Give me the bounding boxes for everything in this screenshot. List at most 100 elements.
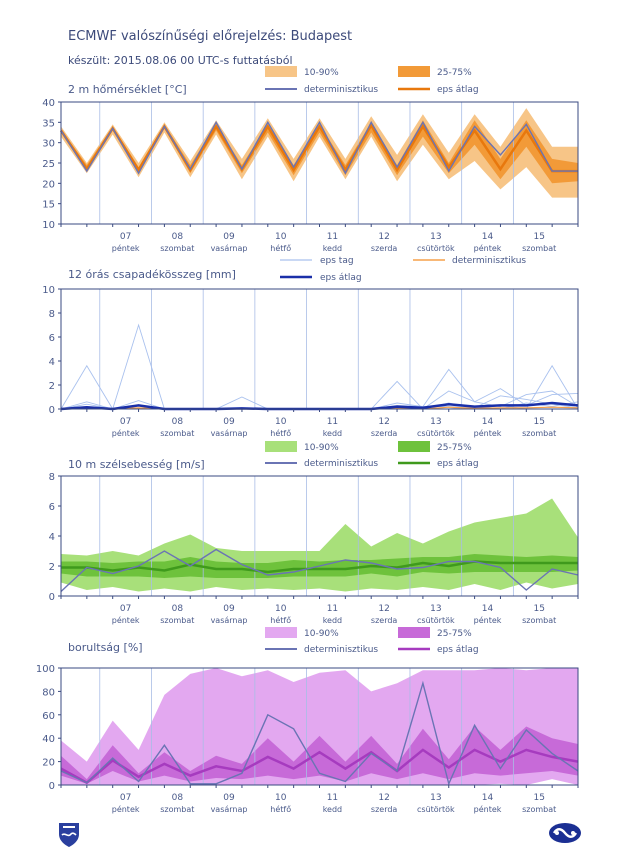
band-10-90 [61, 668, 578, 785]
x-day-name: szombat [522, 244, 556, 253]
legend-dark-swatch [398, 441, 430, 452]
y-tick-label: 0 [49, 781, 55, 792]
x-day-number: 07 [120, 604, 131, 614]
y-tick-label: 10 [42, 220, 55, 231]
eps-member-line-2 [60, 368, 579, 410]
x-day-number: 13 [430, 232, 441, 242]
x-day-name: szombat [522, 805, 556, 814]
y-tick-label: 2 [49, 562, 55, 573]
legend-light-label: 10-90% [304, 443, 339, 453]
x-day-number: 10 [275, 417, 287, 427]
legend-det-label: determinisztikus [452, 256, 526, 266]
x-day-name: vasárnap [211, 805, 248, 814]
x-day-number: 10 [275, 604, 287, 614]
y-tick-label: 20 [42, 179, 55, 190]
x-day-number: 11 [327, 417, 338, 427]
y-tick-label: 25 [42, 159, 55, 170]
x-day-number: 09 [223, 417, 235, 427]
deterministic-line [60, 120, 578, 175]
x-day-name: csütörtök [417, 805, 455, 814]
x-day-name: szombat [160, 805, 194, 814]
x-day-name: szombat [522, 616, 556, 625]
eps-mean-line [59, 122, 578, 173]
x-day-number: 11 [327, 604, 338, 614]
x-day-name: péntek [112, 615, 140, 625]
x-day-name: vasárnap [211, 244, 248, 253]
x-day-name: péntek [474, 243, 502, 253]
x-day-number: 15 [533, 417, 544, 427]
x-day-name: szombat [160, 429, 194, 438]
x-day-name: hétfő [270, 804, 291, 814]
x-day-number: 08 [172, 232, 184, 242]
band-10-90 [61, 108, 578, 198]
y-tick-label: 80 [42, 687, 55, 698]
x-day-number: 07 [120, 232, 131, 242]
legend-det-label: determinisztikus [304, 85, 378, 95]
y-tick-label: 8 [49, 309, 55, 320]
y-tick-label: 4 [49, 357, 55, 368]
x-day-name: csütörtök [417, 244, 455, 253]
x-day-number: 07 [120, 417, 131, 427]
legend-dark-swatch [398, 66, 430, 77]
y-tick-label: 15 [42, 200, 55, 211]
legend-light-label: 10-90% [304, 68, 339, 78]
x-day-name: kedd [323, 616, 342, 625]
x-day-name: péntek [474, 615, 502, 625]
y-tick-label: 4 [49, 532, 55, 543]
x-day-number: 10 [275, 232, 287, 242]
panel-1-title: 12 órás csapadékösszeg [mm] [68, 268, 236, 281]
x-day-name: hétfő [270, 428, 291, 438]
page-subtitle: készült: 2015.08.06 00 UTC-s futtatásból [68, 54, 293, 67]
eps-member-line-0 [60, 364, 579, 410]
x-day-number: 09 [223, 604, 235, 614]
y-tick-label: 6 [49, 333, 55, 344]
x-day-number: 14 [482, 417, 494, 427]
x-day-name: péntek [112, 243, 140, 253]
x-day-number: 08 [172, 604, 184, 614]
y-tick-label: 35 [42, 118, 55, 129]
x-day-number: 12 [378, 604, 389, 614]
x-day-number: 12 [378, 232, 389, 242]
x-day-number: 15 [533, 232, 544, 242]
x-day-name: péntek [474, 428, 502, 438]
plot-frame [60, 288, 579, 410]
x-day-number: 11 [327, 793, 338, 803]
y-tick-label: 0 [49, 405, 55, 416]
x-day-number: 13 [430, 604, 441, 614]
legend-det-label: determinisztikus [304, 645, 378, 655]
x-day-name: kedd [323, 244, 342, 253]
ecmwf-logo [549, 823, 581, 843]
y-tick-label: 40 [42, 98, 55, 109]
y-tick-label: 0 [49, 592, 55, 603]
y-tick-label: 20 [42, 758, 55, 769]
y-tick-label: 30 [42, 139, 55, 150]
x-day-name: szerda [371, 616, 398, 625]
legend-mean-label: eps átlag [437, 645, 479, 655]
x-day-name: hétfő [270, 243, 291, 253]
panel-0-title: 2 m hőmérséklet [°C] [68, 83, 187, 96]
x-day-number: 15 [533, 604, 544, 614]
y-tick-label: 60 [42, 711, 55, 722]
legend-light-swatch [265, 66, 297, 77]
x-day-number: 08 [172, 417, 184, 427]
legend-dark-label: 25-75% [437, 629, 472, 639]
legend-mean-label: eps átlag [320, 273, 362, 283]
panel-3-title: borultság [%] [68, 641, 143, 654]
legend-dark-label: 25-75% [437, 68, 472, 78]
x-day-number: 12 [378, 793, 389, 803]
deterministic-line [60, 548, 579, 593]
x-day-name: csütörtök [417, 616, 455, 625]
legend-member-label: eps tag [320, 256, 354, 266]
legend-dark-label: 25-75% [437, 443, 472, 453]
eps-mean-line [61, 560, 578, 574]
x-day-name: szerda [371, 429, 398, 438]
x-day-number: 15 [533, 793, 544, 803]
eps-member-line-1 [60, 323, 579, 410]
page-title: ECMWF valószínűségi előrejelzés: Budapes… [68, 29, 353, 44]
y-tick-label: 10 [42, 285, 55, 296]
deterministic-line [60, 680, 579, 786]
x-day-number: 09 [223, 793, 235, 803]
x-day-number: 11 [327, 232, 338, 242]
x-day-name: vasárnap [211, 616, 248, 625]
